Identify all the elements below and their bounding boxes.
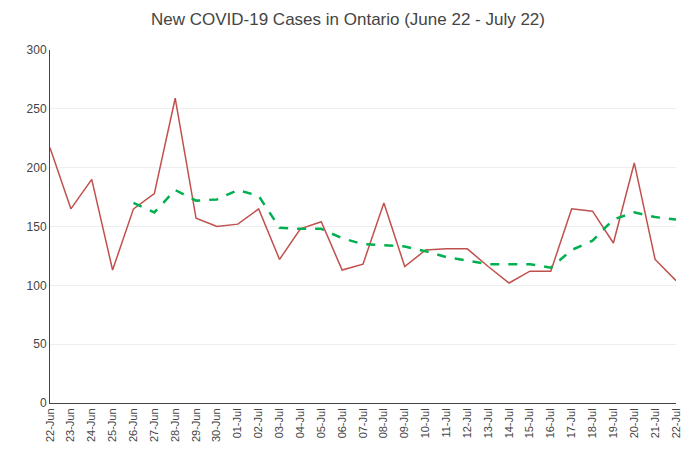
svg-text:18-Jul: 18-Jul bbox=[586, 408, 598, 438]
svg-text:03-Jul: 03-Jul bbox=[273, 408, 285, 438]
svg-text:08-Jul: 08-Jul bbox=[377, 408, 389, 438]
svg-text:0: 0 bbox=[40, 396, 47, 410]
svg-text:17-Jul: 17-Jul bbox=[565, 408, 577, 438]
svg-text:29-Jun: 29-Jun bbox=[190, 408, 202, 442]
svg-text:13-Jul: 13-Jul bbox=[482, 408, 494, 438]
svg-text:150: 150 bbox=[27, 220, 47, 234]
svg-text:21-Jul: 21-Jul bbox=[649, 408, 661, 438]
svg-text:200: 200 bbox=[27, 161, 47, 175]
svg-text:09-Jul: 09-Jul bbox=[398, 408, 410, 438]
svg-text:20-Jul: 20-Jul bbox=[628, 408, 640, 438]
svg-text:30-Jun: 30-Jun bbox=[211, 408, 223, 442]
svg-text:04-Jul: 04-Jul bbox=[294, 408, 306, 438]
svg-text:11-Jul: 11-Jul bbox=[440, 408, 452, 437]
svg-text:27-Jun: 27-Jun bbox=[148, 408, 160, 442]
svg-text:12-Jul: 12-Jul bbox=[461, 408, 473, 438]
svg-text:02-Jul: 02-Jul bbox=[252, 408, 264, 438]
svg-text:22-Jul: 22-Jul bbox=[670, 408, 682, 438]
svg-text:15-Jul: 15-Jul bbox=[524, 408, 536, 438]
svg-text:06-Jul: 06-Jul bbox=[336, 408, 348, 438]
svg-text:New COVID-19 Cases in Ontario: New COVID-19 Cases in Ontario (June 22 -… bbox=[151, 10, 545, 29]
svg-text:01-Jul: 01-Jul bbox=[231, 408, 243, 438]
svg-text:250: 250 bbox=[27, 102, 47, 116]
svg-text:300: 300 bbox=[27, 43, 47, 57]
svg-text:28-Jun: 28-Jun bbox=[169, 408, 181, 442]
svg-text:24-Jun: 24-Jun bbox=[85, 408, 97, 442]
svg-text:100: 100 bbox=[27, 279, 47, 293]
svg-text:19-Jul: 19-Jul bbox=[607, 408, 619, 438]
svg-text:14-Jul: 14-Jul bbox=[503, 408, 515, 438]
svg-text:50: 50 bbox=[33, 337, 47, 351]
svg-text:22-Jun: 22-Jun bbox=[44, 408, 56, 442]
svg-text:25-Jun: 25-Jun bbox=[106, 408, 118, 442]
svg-text:23-Jun: 23-Jun bbox=[64, 408, 76, 442]
svg-text:05-Jul: 05-Jul bbox=[315, 408, 327, 438]
svg-text:10-Jul: 10-Jul bbox=[419, 408, 431, 438]
svg-text:26-Jun: 26-Jun bbox=[127, 408, 139, 442]
svg-text:16-Jul: 16-Jul bbox=[544, 408, 556, 438]
svg-text:07-Jul: 07-Jul bbox=[357, 408, 369, 438]
